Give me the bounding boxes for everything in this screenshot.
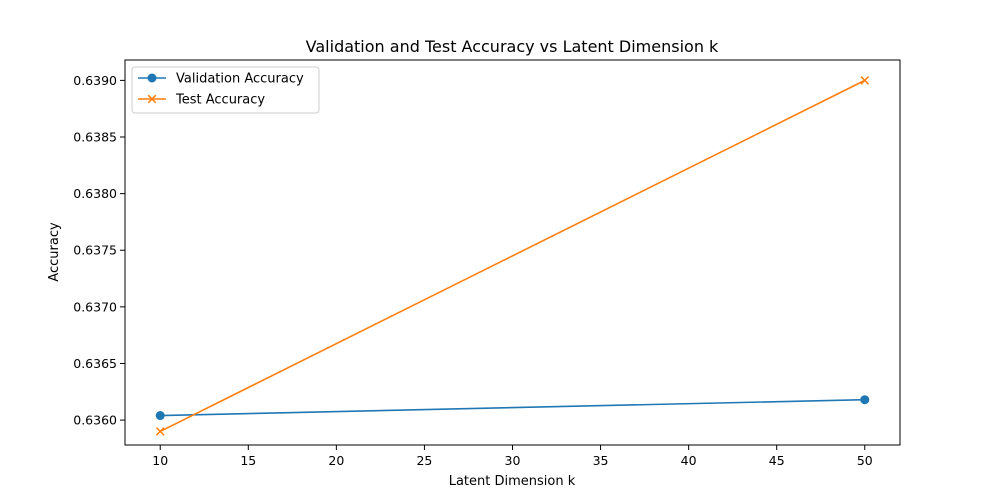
x-tick-label: 50 <box>857 453 873 468</box>
x-tick-label: 45 <box>769 453 785 468</box>
legend-swatch-marker <box>147 94 157 104</box>
x-tick-label: 25 <box>416 453 432 468</box>
test-accuracy-point <box>155 427 165 436</box>
y-tick-label: 0.6370 <box>73 299 117 314</box>
x-tick-label: 15 <box>240 453 256 468</box>
legend: Validation Accuracy Test Accuracy <box>131 66 320 114</box>
y-tick-label: 0.6380 <box>73 186 117 201</box>
legend-item-validation-accuracy: Validation Accuracy <box>138 72 304 87</box>
legend-box <box>131 66 320 114</box>
chart-title: Validation and Test Accuracy vs Latent D… <box>306 37 719 56</box>
x-tick-label: 35 <box>593 453 609 468</box>
validation-accuracy-point <box>860 395 870 405</box>
x-tick-label: 40 <box>681 453 697 468</box>
test-accuracy-point <box>860 76 870 85</box>
y-tick-label: 0.6365 <box>73 356 117 371</box>
y-tick-label: 0.6385 <box>73 130 117 145</box>
y-axis-label: Accuracy <box>47 222 62 282</box>
y-axis-ticks: 0.6360 0.6365 0.6370 0.6375 0.6380 0.6385 0.63… <box>73 73 125 428</box>
x-tick-label: 10 <box>152 453 168 468</box>
validation-accuracy-point <box>155 411 165 421</box>
legend-item-test-accuracy: Test Accuracy <box>138 93 265 108</box>
y-tick-label: 0.6360 <box>73 413 117 428</box>
legend-label: Validation Accuracy <box>176 72 304 87</box>
x-axis-label: Latent Dimension k <box>449 474 576 489</box>
series-layer <box>155 76 870 436</box>
validation-accuracy-line <box>160 398 865 417</box>
y-tick-label: 0.6375 <box>73 243 117 258</box>
x-tick-label: 20 <box>328 453 344 468</box>
x-tick-label: 30 <box>505 453 521 468</box>
y-tick-label: 0.6390 <box>73 73 117 88</box>
legend-swatch-marker <box>147 73 157 83</box>
legend-label: Test Accuracy <box>175 93 265 108</box>
test-accuracy-line <box>159 79 866 433</box>
x-axis-ticks: 10 15 20 25 30 35 40 45 50 <box>152 445 873 468</box>
